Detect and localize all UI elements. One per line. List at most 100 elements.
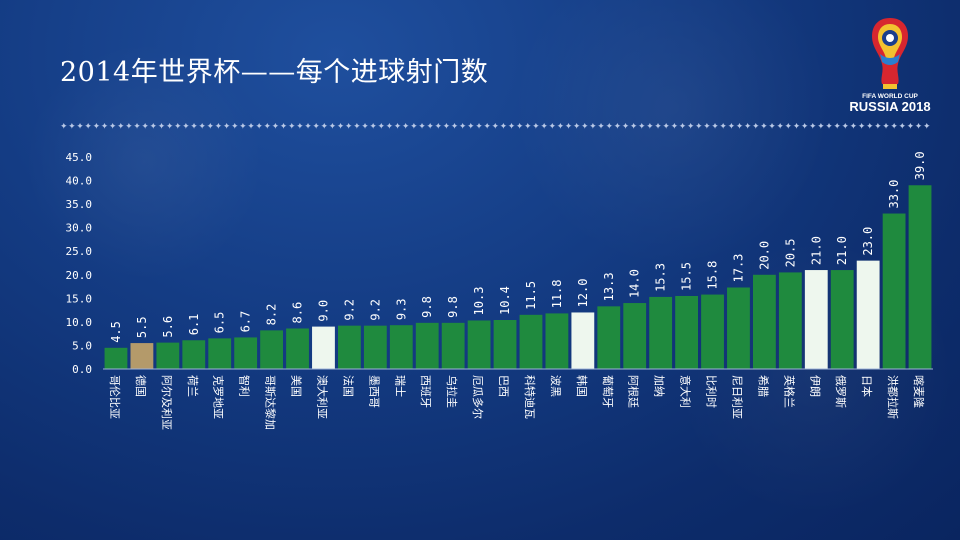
bar: [701, 294, 724, 369]
x-tick-label: 美国: [290, 375, 303, 397]
bar: [467, 320, 491, 369]
data-label: 23.0: [861, 227, 875, 256]
bar: [130, 343, 154, 369]
y-tick-label: 10.0: [66, 316, 93, 329]
data-label: 21.0: [835, 236, 849, 265]
x-tick-label: 西班牙: [419, 375, 432, 408]
bar: [312, 326, 335, 369]
data-label: 15.3: [654, 263, 668, 292]
data-label: 9.2: [342, 299, 356, 321]
x-tick-label: 厄瓜多尔: [471, 375, 485, 419]
data-label: 20.0: [757, 241, 771, 270]
bar: [104, 347, 128, 369]
x-tick-label: 加纳: [653, 375, 666, 397]
data-label: 6.5: [213, 312, 227, 334]
bar: [882, 213, 906, 369]
bar: [389, 325, 413, 369]
x-tick-label: 希腊: [756, 375, 770, 397]
bar: [260, 330, 284, 369]
data-label: 10.3: [472, 287, 486, 316]
data-label: 5.6: [161, 316, 175, 338]
x-tick-label: 巴西: [497, 375, 510, 397]
x-tick-label: 葡萄牙: [601, 375, 614, 408]
data-label: 8.2: [265, 304, 279, 326]
x-tick-label: 波黑: [549, 375, 562, 397]
x-tick-label: 喀麦隆: [912, 375, 926, 408]
x-tick-label: 科特迪瓦: [523, 375, 537, 419]
logo-line1: FIFA WORLD CUP: [862, 93, 918, 100]
y-tick-label: 25.0: [66, 245, 93, 258]
x-tick-label: 荷兰: [186, 375, 199, 397]
y-tick-label: 5.0: [72, 339, 92, 352]
bar-series: 4.5 5.5 5.6 6.1 6.5 6.7 8.2 8.6 9.0 9.2 9.2 9.3 9.8 9…: [104, 151, 932, 369]
data-label: 10.4: [498, 286, 512, 315]
x-tick-label: 哥伦比亚: [108, 375, 122, 419]
data-label: 9.8: [420, 296, 434, 318]
x-tick-label: 意大利: [679, 375, 693, 408]
x-tick-label: 尼日利亚: [730, 375, 743, 419]
data-label: 9.0: [316, 300, 330, 322]
x-tick-label: 乌拉圭: [445, 375, 459, 408]
bar: [182, 340, 206, 369]
bar: [908, 185, 932, 369]
x-tick-label: 墨西哥: [367, 375, 380, 408]
bar: [156, 342, 180, 369]
data-label: 11.5: [524, 281, 538, 310]
data-label: 14.0: [628, 269, 642, 298]
bar: [752, 274, 776, 369]
data-label: 17.3: [731, 254, 745, 283]
y-tick-label: 15.0: [66, 292, 93, 305]
x-tick-label: 伊朗: [808, 375, 821, 397]
data-label: 21.0: [809, 236, 823, 265]
data-label: 33.0: [887, 180, 901, 209]
bar: [337, 325, 361, 369]
y-tick-label: 45.0: [66, 151, 93, 164]
bar: [804, 270, 828, 369]
bar: [545, 313, 569, 369]
bar: [415, 322, 439, 369]
x-tick-label: 法国: [341, 375, 355, 397]
data-label: 9.2: [368, 299, 382, 321]
x-tick-label: 比利时: [705, 375, 718, 408]
bar: [234, 337, 258, 369]
bar: [675, 295, 699, 369]
bar: [441, 322, 465, 369]
dotted-divider: ✦✦✦✦✦✦✦✦✦✦✦✦✦✦✦✦✦✦✦✦✦✦✦✦✦✦✦✦✦✦✦✦✦✦✦✦✦✦✦✦…: [60, 123, 930, 131]
data-label: 9.3: [394, 298, 408, 320]
data-label: 15.8: [706, 261, 720, 290]
data-label: 6.1: [187, 314, 201, 336]
x-tick-label: 阿尔及利亚: [160, 375, 173, 430]
y-tick-label: 30.0: [66, 222, 93, 235]
bar: [623, 303, 647, 369]
x-axis: 哥伦比亚 德国 阿尔及利亚 荷兰 克罗地亚 智利 哥斯达黎加 美国 澳大利亚 法国 墨西哥 瑞士 西班牙…: [108, 375, 926, 430]
x-tick-label: 英格兰: [782, 375, 796, 408]
data-label: 20.5: [783, 239, 797, 268]
x-tick-label: 洪都拉斯: [886, 375, 900, 419]
bar: [830, 270, 854, 369]
x-tick-label: 澳大利亚: [315, 375, 329, 419]
bar: [649, 296, 673, 369]
world-cup-logo: FIFA WORLD CUP RUSSIA 2018: [849, 18, 931, 114]
x-tick-label: 克罗地亚: [212, 375, 225, 419]
data-label: 8.6: [291, 302, 305, 324]
data-label: 9.8: [446, 296, 460, 318]
bar: [519, 314, 543, 369]
bar: [778, 272, 802, 369]
data-label: 5.5: [135, 316, 149, 338]
y-axis: 45.0 40.0 35.0 30.0 25.0 20.0 15.0 10.0 5.0 0.0: [66, 151, 93, 376]
data-label: 6.7: [239, 311, 253, 333]
data-label: 39.0: [913, 151, 927, 180]
x-tick-label: 智利: [238, 375, 252, 397]
x-tick-label: 瑞士: [393, 375, 407, 397]
bar: [286, 328, 309, 369]
bar: [208, 338, 232, 369]
x-tick-label: 俄罗斯: [834, 375, 847, 408]
data-label: 13.3: [602, 272, 616, 301]
x-tick-label: 韩国: [575, 375, 589, 397]
y-tick-label: 35.0: [66, 198, 93, 211]
data-label: 4.5: [109, 321, 123, 343]
y-tick-label: 0.0: [72, 363, 92, 376]
bar: [597, 306, 621, 369]
y-tick-label: 40.0: [66, 175, 93, 188]
